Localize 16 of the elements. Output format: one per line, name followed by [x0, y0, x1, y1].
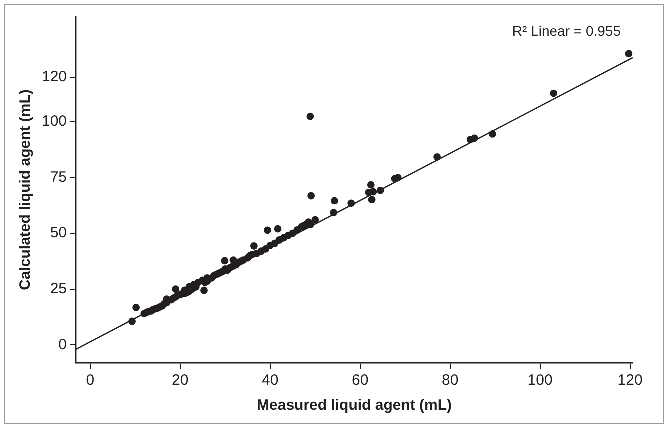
x-tick-label: 120 [618, 372, 643, 390]
x-axis-title: Measured liquid agent (mL) [257, 397, 452, 414]
x-tick-label: 100 [528, 372, 553, 390]
y-tick-label: 0 [58, 336, 68, 354]
y-tick-label: 100 [42, 113, 68, 130]
y-tick-label: 50 [50, 224, 68, 242]
y-axis-title: Calculated liquid agent (mL) [17, 90, 34, 290]
x-tick-label: 0 [86, 372, 95, 390]
y-tick-label: 120 [42, 68, 68, 86]
annotation: R² Linear = 0.955 [512, 22, 622, 39]
x-tick-label: 20 [172, 372, 189, 390]
x-tick-label: 80 [442, 372, 459, 390]
x-tick-label: 60 [352, 372, 369, 390]
y-tick-label: 25 [50, 280, 68, 298]
x-tick-label: 40 [262, 372, 279, 390]
y-tick-label: 75 [50, 168, 68, 186]
